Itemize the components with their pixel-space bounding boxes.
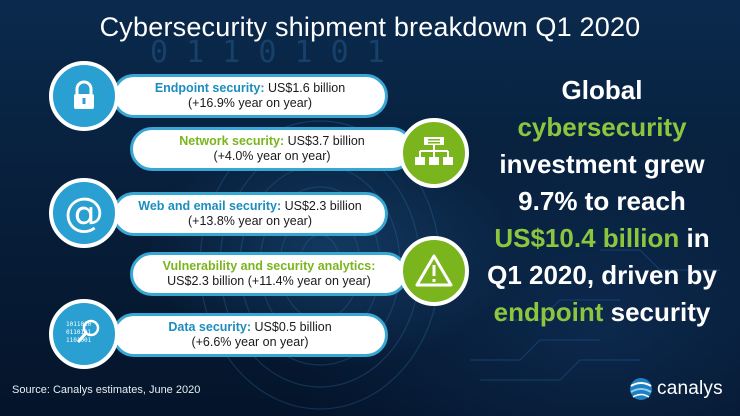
segment-growth: (+16.9% year on year) (187, 96, 313, 110)
segment-label: Web and email security: (138, 199, 282, 213)
segment-value: US$0.5 billion (254, 320, 332, 334)
segment-label: Vulnerability and security analytics: (162, 259, 376, 273)
segment-web-email-security: Web and email security: US$2.3 billion (… (112, 192, 388, 236)
canalys-logo: canalys (628, 376, 723, 402)
brand-name: canalys (657, 378, 723, 399)
circuit-lines (470, 249, 720, 381)
padlock-icon (49, 61, 119, 131)
segment-value: US$3.7 billion (287, 134, 365, 148)
headline-line: security (603, 297, 711, 327)
segment-value: US$2.3 billion (167, 274, 245, 288)
segment-growth: (+4.0% year on year) (213, 149, 331, 163)
segment-value: US$1.6 billion (268, 81, 346, 95)
headline-line: Q1 2020, driven by (487, 260, 717, 290)
segment-label: Network security: (179, 134, 285, 148)
segment-value: US$2.3 billion (284, 199, 362, 213)
segment-network-security: Network security: US$3.7 billion (+4.0% … (130, 127, 414, 171)
canalys-globe-icon (630, 378, 652, 400)
headline-highlight: endpoint (493, 297, 604, 327)
network-hierarchy-icon (399, 118, 469, 188)
segment-vulnerability-analytics: Vulnerability and security analytics: US… (130, 252, 408, 296)
at-sign-icon: @ (49, 178, 119, 248)
segment-endpoint-security: Endpoint security: US$1.6 billion (+16.9… (112, 74, 388, 118)
warning-triangle-icon (399, 236, 469, 306)
segment-label: Data security: (168, 320, 252, 334)
headline-highlight: cybersecurity (517, 112, 687, 142)
page-title: Cybersecurity shipment breakdown Q1 2020 (99, 12, 641, 42)
headline-highlight: US$10.4 billion (494, 223, 680, 253)
segment-growth: (+13.8% year on year) (187, 214, 313, 228)
segment-label: Endpoint security: (154, 81, 265, 95)
segment-growth: (+6.6% year on year) (191, 335, 309, 349)
headline-line: Global (561, 75, 643, 105)
segment-growth: (+11.4% year on year) (247, 274, 371, 288)
headline-line: in (679, 223, 710, 253)
background-digits: 0 1 1 0 1 0 1 (150, 35, 385, 70)
headline-line: 9.7% to reach (518, 186, 686, 216)
svg-text:1011010: 1011010 (66, 321, 92, 328)
svg-text:0110101: 0110101 (66, 329, 92, 336)
headline-summary: Global cybersecurity investment grew 9.7… (472, 72, 732, 331)
source-note: Source: Canalys estimates, June 2020 (12, 384, 201, 396)
headline-line: investment grew (499, 149, 705, 179)
segment-data-security: Data security: US$0.5 billion (+6.6% yea… (112, 313, 388, 357)
